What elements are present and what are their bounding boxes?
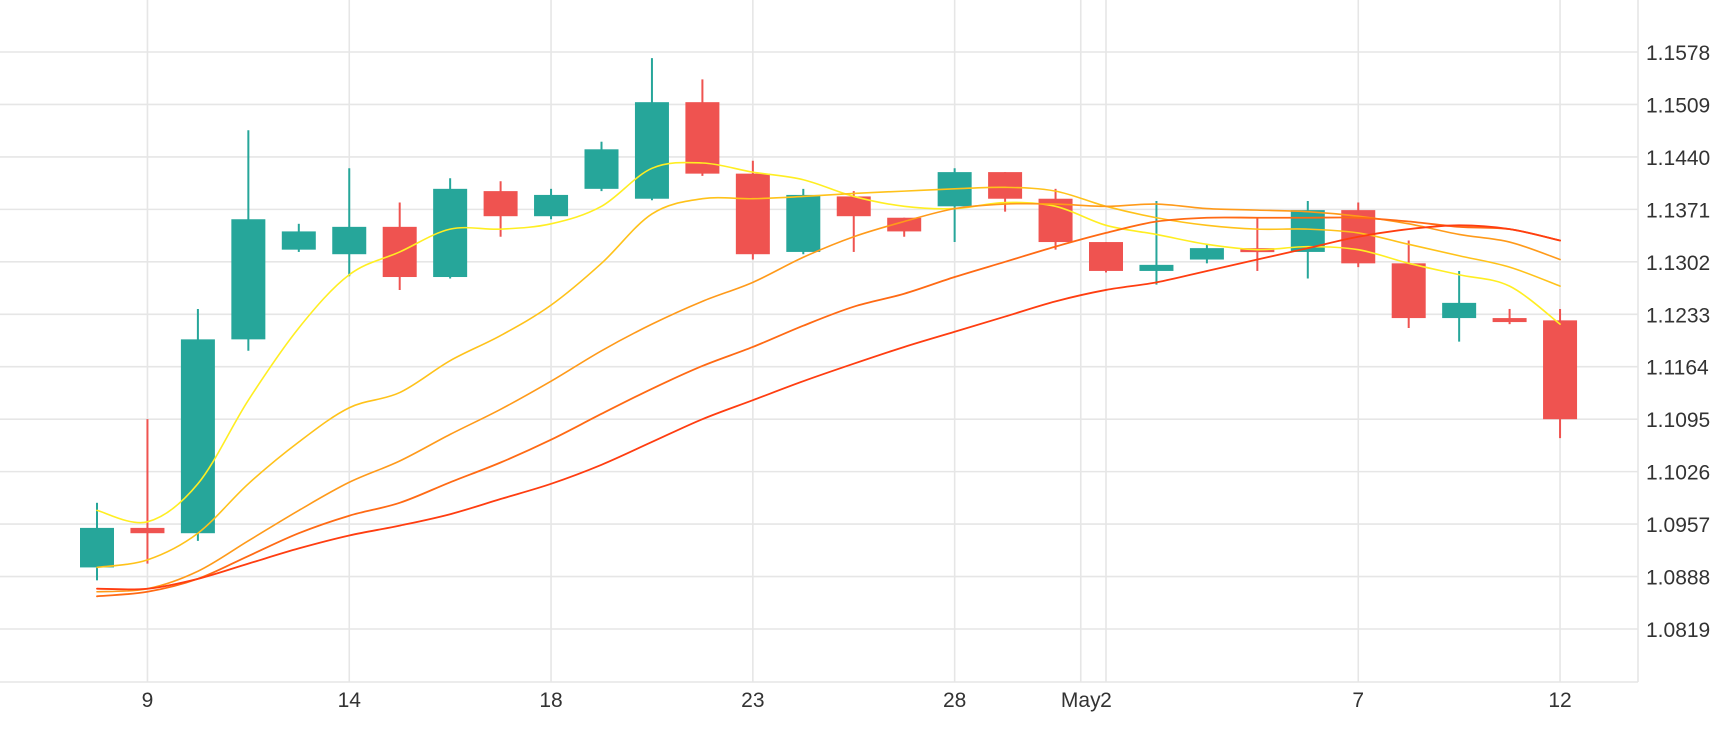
x-tick-label: 18 bbox=[539, 689, 562, 712]
candle-body bbox=[887, 217, 922, 232]
candle-up bbox=[1442, 270, 1477, 342]
x-tick-label: 9 bbox=[142, 689, 154, 712]
candle-body bbox=[1391, 263, 1426, 319]
candle-down bbox=[1038, 188, 1073, 250]
candle-up bbox=[786, 188, 821, 255]
candle-body bbox=[1543, 320, 1578, 420]
grid-lines bbox=[0, 0, 1639, 683]
candle-up bbox=[231, 130, 266, 351]
candles bbox=[80, 58, 1578, 581]
candle-up bbox=[1139, 201, 1174, 285]
candle-body bbox=[332, 226, 367, 255]
candle-body bbox=[735, 173, 770, 255]
moving-averages bbox=[96, 161, 1561, 598]
x-tick-label: May bbox=[1061, 689, 1101, 712]
moving-average-line bbox=[96, 186, 1561, 569]
moving-average-line bbox=[96, 224, 1561, 591]
y-tick-label: 1.1302 bbox=[1646, 252, 1710, 275]
y-axis: 1.0819 1.0888 1.0957 1.1026 1.1095 1.1164 1.12… bbox=[1646, 42, 1710, 642]
candle-down bbox=[483, 181, 518, 237]
x-tick-label: 12 bbox=[1548, 689, 1571, 712]
y-tick-label: 1.1026 bbox=[1646, 462, 1710, 485]
candle-down bbox=[1492, 308, 1527, 325]
candle-down bbox=[988, 172, 1023, 212]
candle-body bbox=[80, 527, 114, 568]
candle-body bbox=[1442, 302, 1477, 319]
moving-average-line bbox=[96, 161, 1561, 524]
y-tick-label: 1.0957 bbox=[1646, 514, 1710, 537]
candle-body bbox=[1089, 242, 1123, 271]
x-axis: 9 14 18 23 28 May 2 7 12 bbox=[142, 689, 1572, 712]
candle-down bbox=[130, 419, 165, 564]
moving-average-line bbox=[96, 202, 1561, 593]
candle-down bbox=[735, 160, 770, 260]
candle-up bbox=[281, 223, 316, 252]
y-tick-label: 1.1371 bbox=[1646, 199, 1710, 222]
y-tick-label: 1.1233 bbox=[1646, 304, 1710, 327]
candle-down bbox=[836, 191, 871, 252]
candle-body bbox=[534, 194, 569, 217]
candle-body bbox=[180, 339, 215, 534]
x-tick-label: 14 bbox=[338, 689, 362, 712]
y-tick-label: 1.0819 bbox=[1646, 619, 1710, 642]
x-tick-label: 2 bbox=[1100, 689, 1112, 712]
candle-body bbox=[836, 196, 871, 217]
y-tick-label: 1.1578 bbox=[1646, 42, 1710, 65]
candle-up bbox=[1189, 244, 1224, 264]
candle-body bbox=[1492, 318, 1527, 323]
x-tick-label: 23 bbox=[741, 689, 764, 712]
candle-body bbox=[685, 102, 720, 174]
candle-down bbox=[887, 217, 922, 237]
candle-body bbox=[281, 231, 316, 250]
candle-up bbox=[584, 141, 619, 192]
candle-down bbox=[1543, 308, 1578, 439]
y-tick-label: 1.1440 bbox=[1646, 147, 1710, 170]
candle-down bbox=[685, 79, 720, 176]
x-tick-label: 7 bbox=[1352, 689, 1364, 712]
candle-up bbox=[937, 168, 972, 243]
candle-body bbox=[988, 172, 1023, 199]
candle-body bbox=[1189, 248, 1224, 260]
x-tick-label: 28 bbox=[943, 689, 966, 712]
candle-up bbox=[332, 168, 367, 277]
candle-body bbox=[483, 191, 518, 217]
candle-body bbox=[231, 219, 266, 340]
candle-up bbox=[634, 58, 669, 201]
candle-body bbox=[584, 149, 619, 189]
moving-average-line bbox=[96, 216, 1561, 598]
y-tick-label: 1.1509 bbox=[1646, 94, 1710, 117]
candle-body bbox=[786, 194, 821, 252]
candle-down bbox=[1391, 240, 1426, 328]
candle-body bbox=[1139, 264, 1174, 271]
candle-up bbox=[534, 188, 569, 220]
candle-body bbox=[130, 527, 165, 534]
candle-up bbox=[80, 502, 114, 581]
y-tick-label: 1.0888 bbox=[1646, 567, 1710, 590]
y-tick-label: 1.1095 bbox=[1646, 409, 1710, 432]
candle-down bbox=[1089, 242, 1123, 273]
candle-body bbox=[634, 102, 669, 199]
y-tick-label: 1.1164 bbox=[1646, 357, 1709, 380]
candle-up bbox=[180, 308, 215, 541]
